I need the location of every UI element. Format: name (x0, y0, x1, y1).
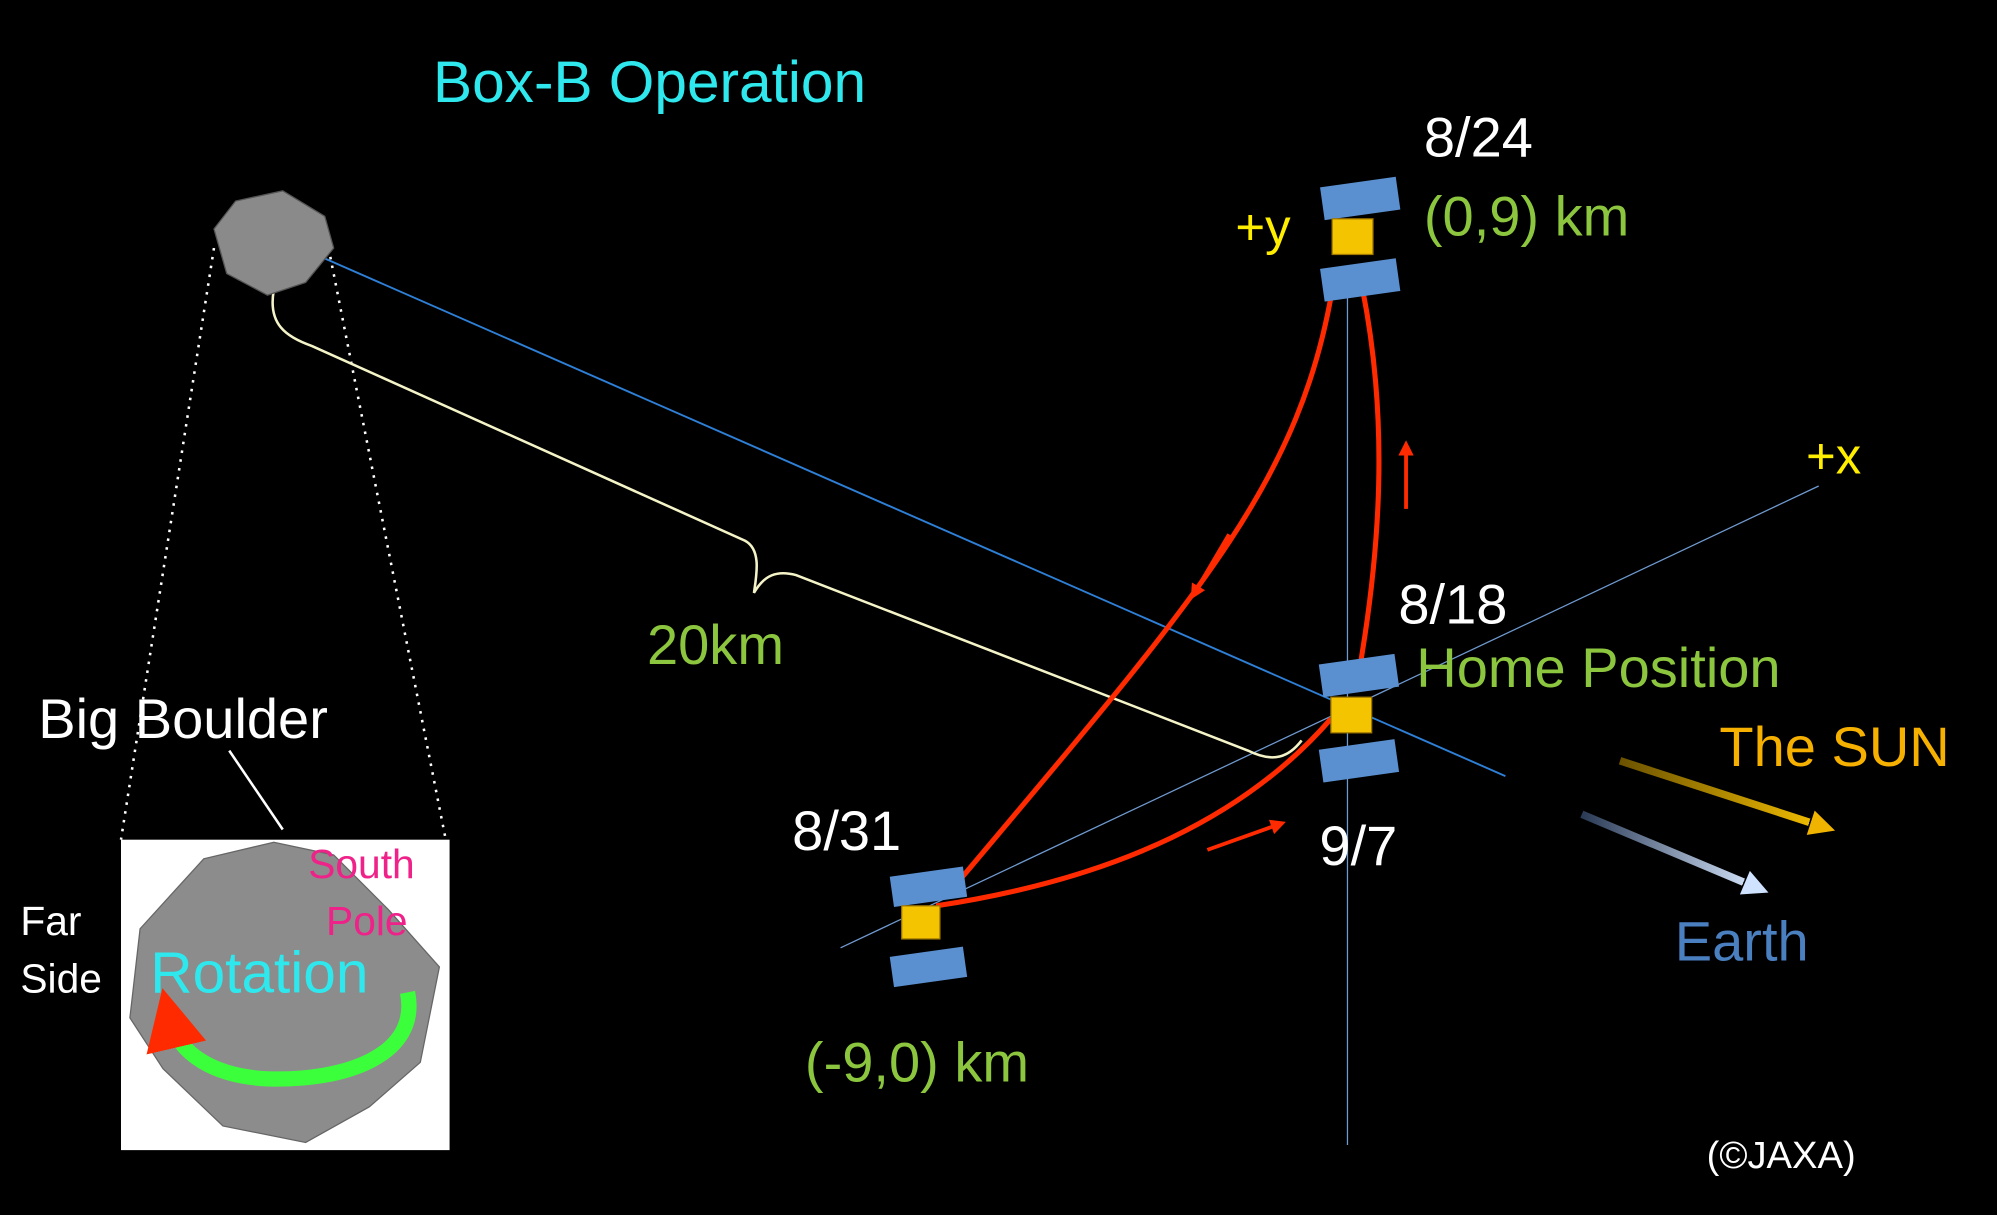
distance-brace (271, 289, 1303, 759)
coords-label: (-9,0) km (805, 1030, 1029, 1093)
boulder-label: Big Boulder (38, 687, 328, 750)
sun-arrow (1618, 757, 1824, 827)
far-side-label: Side (20, 955, 102, 1001)
axis-label: +x (1806, 427, 1861, 484)
direction-arrow (1206, 819, 1286, 852)
trajectory (959, 289, 1335, 880)
far-side-label: Far (20, 898, 81, 944)
earth-arrow (1580, 810, 1758, 888)
date-label: 9/7 (1319, 814, 1397, 877)
title: Box-B Operation (433, 50, 866, 115)
rotation-arrow (146, 988, 417, 1087)
axis-label: +y (1235, 198, 1291, 255)
trajectory (935, 717, 1333, 909)
south-pole-label: Pole (326, 898, 408, 944)
earth-label: Earth (1675, 910, 1809, 973)
south-pole-label: South (308, 841, 414, 887)
trajectory (1353, 289, 1382, 688)
rotation-label: Rotation (150, 940, 368, 1005)
spacecraft (1320, 176, 1401, 302)
dotted-line (119, 247, 216, 840)
date-label: 8/18 (1398, 572, 1507, 635)
date-label: 8/31 (792, 799, 901, 862)
credit: (©JAXA) (1707, 1134, 1856, 1177)
spacecraft (889, 866, 968, 988)
line-of-sight (286, 240, 1506, 777)
coords-label: (0,9) km (1424, 184, 1629, 247)
pointer-line (228, 749, 284, 831)
date-label: 8/24 (1424, 106, 1533, 169)
distance-label: 20km (647, 613, 784, 676)
sun-label: The SUN (1719, 715, 1949, 778)
position-label: Home Position (1416, 636, 1780, 699)
direction-arrow (1190, 533, 1231, 600)
asteroid (213, 190, 335, 296)
x-axis (840, 485, 1819, 949)
spacecraft (1318, 653, 1400, 783)
